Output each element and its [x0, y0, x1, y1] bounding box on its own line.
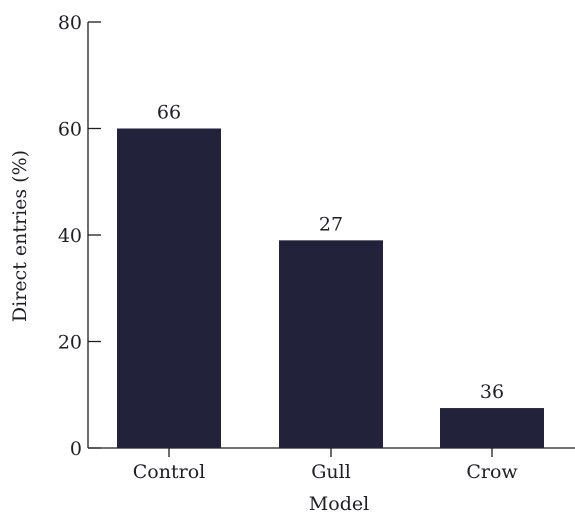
y-tick-label: 20	[58, 332, 82, 354]
x-tick-label: Crow	[466, 461, 518, 483]
bar-data-label: 66	[157, 102, 181, 124]
bar-gull	[279, 240, 383, 448]
y-tick-label: 0	[70, 438, 82, 460]
plot-area: 0 20 40 60 80 Control 66 Gull 27 Crow 36	[58, 12, 575, 483]
y-tick-label: 40	[58, 225, 82, 247]
x-axis-title: Model	[309, 493, 369, 514]
bar-data-label: 36	[480, 381, 504, 403]
x-tick-label: Gull	[311, 461, 351, 483]
bar-data-label: 27	[319, 213, 343, 235]
y-tick-label: 60	[58, 119, 82, 141]
y-axis-title: Direct entries (%)	[9, 150, 31, 322]
y-tick-label: 80	[58, 12, 82, 34]
x-tick-label: Control	[133, 461, 205, 483]
bar-crow	[440, 408, 544, 448]
bar-control	[117, 128, 221, 448]
